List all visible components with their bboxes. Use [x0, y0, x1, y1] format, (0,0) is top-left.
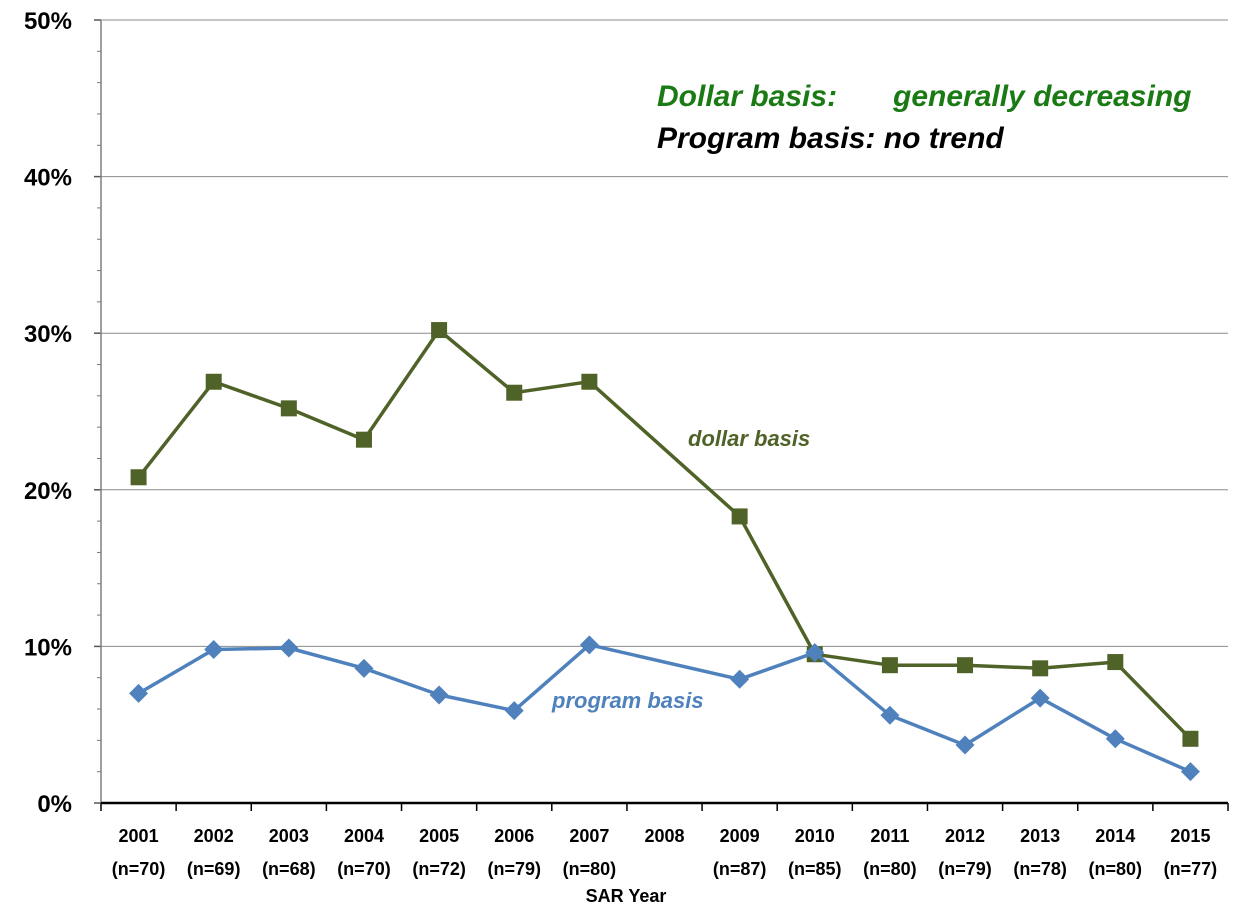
data-point-diamond — [579, 635, 599, 655]
x-tick-sample-size: (n=70) — [112, 859, 166, 879]
data-point-square — [205, 373, 222, 390]
x-tick-sample-size: (n=78) — [1013, 859, 1067, 879]
program-note: Program basis: no trend — [657, 122, 1004, 155]
x-tick-sample-size: (n=79) — [487, 859, 541, 879]
data-point-diamond — [1180, 762, 1200, 782]
data-point-square — [957, 657, 974, 674]
x-tick-sample-size: (n=68) — [262, 859, 316, 879]
data-point-diamond — [429, 685, 449, 705]
x-tick-sample-size: (n=85) — [788, 859, 842, 879]
x-tick-label: 2010 — [795, 826, 835, 846]
y-tick-labels: 0% 10% 20% 30% 40% 50% — [24, 8, 72, 818]
data-point-diamond — [204, 640, 224, 660]
x-tick-label: 2012 — [945, 826, 985, 846]
data-point-square — [731, 508, 748, 525]
x-tick-sample-size: (n=77) — [1164, 859, 1218, 879]
x-tick-sample-size: (n=80) — [563, 859, 617, 879]
x-tick-label: 2015 — [1170, 826, 1210, 846]
dollar-note-label: Dollar basis: — [657, 80, 837, 113]
data-point-square — [280, 400, 297, 417]
series-line-program — [137, 643, 1192, 774]
x-tick-label: 2013 — [1020, 826, 1060, 846]
x-tick-label: 2006 — [494, 826, 534, 846]
data-point-diamond — [354, 658, 374, 678]
data-point-square — [581, 373, 598, 390]
data-point-square — [881, 657, 898, 674]
program-series-label: program basis — [551, 688, 704, 713]
x-tick-sample-size: (n=70) — [337, 859, 391, 879]
data-point-square — [1182, 730, 1199, 747]
x-tick-label: 2002 — [194, 826, 234, 846]
dollar-note-value: generally decreasing — [892, 80, 1191, 113]
x-tick-sample-size: (n=87) — [713, 859, 767, 879]
x-tick-label: 2008 — [644, 826, 684, 846]
data-point-diamond — [1030, 688, 1050, 708]
y-tick-label: 20% — [24, 478, 72, 505]
y-tick-label: 30% — [24, 321, 72, 348]
x-tick-sample-size: (n=69) — [187, 859, 241, 879]
y-tick-label: 0% — [37, 791, 72, 818]
x-tick-label: 2003 — [269, 826, 309, 846]
x-tick-label: 2011 — [870, 826, 909, 846]
x-tick-sample-size: (n=79) — [938, 859, 992, 879]
data-point-diamond — [279, 638, 299, 658]
y-tick-label: 10% — [24, 634, 72, 661]
data-point-square — [1107, 654, 1124, 671]
data-point-square — [1032, 660, 1049, 677]
y-tick-label: 40% — [24, 165, 72, 192]
x-tick-label: 2005 — [419, 826, 459, 846]
data-point-diamond — [129, 683, 149, 703]
data-point-diamond — [504, 701, 524, 721]
series — [129, 322, 1200, 782]
x-tick-sample-size: (n=80) — [863, 859, 917, 879]
data-point-diamond — [955, 735, 975, 755]
data-point-diamond — [805, 643, 825, 663]
data-point-diamond — [1105, 729, 1125, 749]
x-tick-sample-size: (n=72) — [412, 859, 466, 879]
y-tick-label: 50% — [24, 8, 72, 35]
gridlines — [101, 19, 1228, 647]
x-tick-label: 2014 — [1095, 826, 1135, 846]
data-point-square — [431, 322, 448, 339]
series-line-dollar — [137, 328, 1192, 741]
annotations: Dollar basis: generally decreasing Progr… — [551, 80, 1191, 906]
x-tick-label: 2001 — [119, 826, 159, 846]
x-tick-label: 2009 — [720, 826, 760, 846]
x-tick-label: 2007 — [569, 826, 609, 846]
x-tick-label: 2004 — [344, 826, 384, 846]
axes — [94, 19, 1229, 811]
data-point-square — [506, 384, 523, 401]
x-tick-sample-size: (n=80) — [1089, 859, 1143, 879]
data-point-diamond — [880, 705, 900, 725]
x-tick-labels: 2001 (n=70) 2002 (n=69) 2003 (n=68) 2004 (n=70)… — [112, 826, 1217, 879]
data-point-diamond — [730, 669, 750, 689]
dollar-series-label: dollar basis — [688, 426, 810, 451]
x-axis-label: SAR Year — [586, 886, 667, 906]
data-point-square — [130, 469, 147, 486]
data-point-square — [355, 431, 372, 448]
